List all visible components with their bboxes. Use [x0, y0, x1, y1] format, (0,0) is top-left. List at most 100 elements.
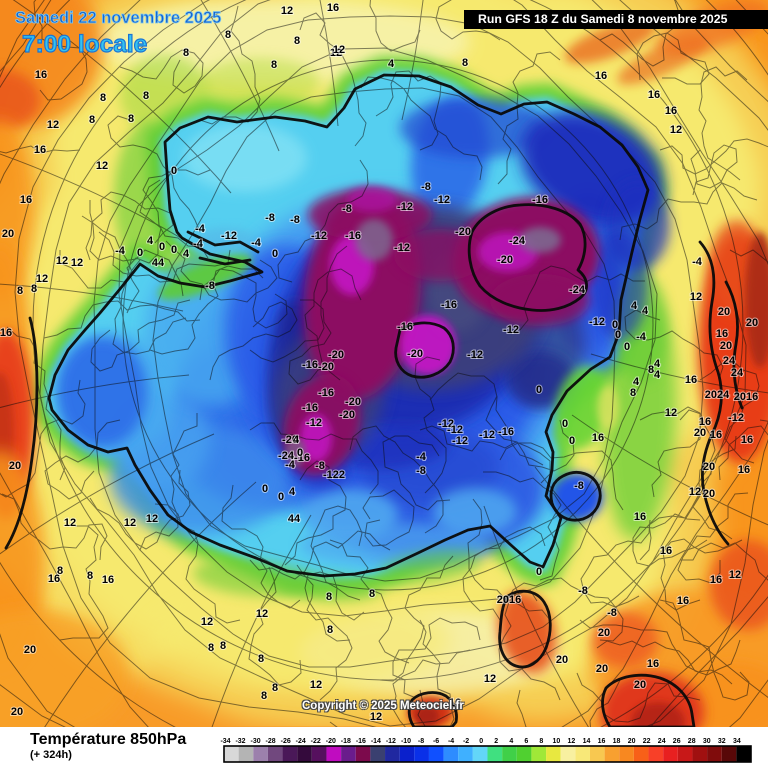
svg-text:2024: 2024 — [705, 389, 730, 401]
svg-text:-8: -8 — [342, 203, 352, 215]
svg-text:-12: -12 — [311, 230, 327, 242]
svg-text:-12: -12 — [438, 418, 454, 430]
svg-text:16: 16 — [48, 573, 60, 585]
svg-text:-8: -8 — [578, 585, 588, 597]
svg-text:8: 8 — [143, 90, 149, 102]
svg-text:-24: -24 — [509, 235, 526, 247]
svg-text:8: 8 — [462, 57, 468, 69]
svg-text:8: 8 — [128, 113, 134, 125]
svg-text:8: 8 — [271, 59, 277, 71]
svg-text:-20: -20 — [339, 409, 355, 421]
svg-text:20: 20 — [2, 228, 14, 240]
svg-text:-18: -18 — [341, 738, 351, 745]
svg-text:8: 8 — [57, 565, 63, 577]
svg-text:22: 22 — [643, 738, 651, 745]
svg-text:16: 16 — [665, 105, 677, 117]
svg-text:-4: -4 — [193, 238, 204, 250]
svg-text:4: 4 — [293, 434, 300, 446]
svg-text:20: 20 — [746, 317, 758, 329]
svg-text:8: 8 — [648, 364, 654, 376]
svg-text:0: 0 — [159, 241, 165, 253]
svg-text:-24: -24 — [296, 738, 306, 745]
svg-text:-20: -20 — [455, 226, 471, 238]
svg-text:16: 16 — [20, 194, 32, 206]
svg-text:8: 8 — [630, 387, 636, 399]
svg-text:-16: -16 — [345, 230, 361, 242]
svg-text:20: 20 — [598, 627, 610, 639]
svg-text:6: 6 — [524, 738, 528, 745]
svg-text:-16: -16 — [302, 402, 318, 414]
svg-text:4: 4 — [642, 305, 649, 317]
svg-text:-10: -10 — [401, 738, 411, 745]
svg-text:20: 20 — [634, 679, 646, 691]
svg-text:8: 8 — [326, 591, 332, 603]
svg-text:4: 4 — [183, 248, 190, 260]
svg-text:8: 8 — [539, 738, 543, 745]
svg-text:-8: -8 — [607, 607, 617, 619]
svg-text:12: 12 — [256, 608, 268, 620]
svg-text:12: 12 — [310, 679, 322, 691]
svg-text:8: 8 — [220, 640, 226, 652]
svg-text:0: 0 — [536, 566, 542, 578]
svg-text:-20: -20 — [497, 254, 513, 266]
svg-text:20: 20 — [9, 460, 21, 472]
svg-text:8: 8 — [272, 682, 278, 694]
svg-text:12: 12 — [36, 273, 48, 285]
svg-text:20: 20 — [703, 488, 715, 500]
svg-text:-24: -24 — [569, 284, 586, 296]
svg-text:8: 8 — [294, 35, 300, 47]
svg-text:2016: 2016 — [734, 391, 758, 403]
svg-text:4: 4 — [388, 58, 395, 70]
svg-text:12: 12 — [689, 486, 701, 498]
svg-text:-12: -12 — [434, 194, 450, 206]
svg-text:20: 20 — [556, 654, 568, 666]
svg-text:-8: -8 — [574, 480, 584, 492]
svg-text:-4: -4 — [115, 245, 126, 257]
svg-text:-122: -122 — [323, 469, 345, 481]
svg-text:12: 12 — [64, 517, 76, 529]
svg-text:20: 20 — [703, 461, 715, 473]
svg-text:-24: -24 — [278, 450, 295, 462]
svg-text:20: 20 — [628, 738, 636, 745]
svg-text:8: 8 — [327, 624, 333, 636]
svg-text:16: 16 — [634, 511, 646, 523]
svg-text:0: 0 — [262, 483, 268, 495]
svg-text:-16: -16 — [302, 359, 318, 371]
svg-text:12: 12 — [146, 513, 158, 525]
svg-text:12: 12 — [330, 47, 342, 59]
svg-text:16: 16 — [648, 89, 660, 101]
svg-text:20: 20 — [596, 663, 608, 675]
svg-text:12: 12 — [568, 738, 576, 745]
svg-text:12: 12 — [729, 569, 741, 581]
svg-text:16: 16 — [598, 738, 606, 745]
svg-text:-12: -12 — [589, 316, 605, 328]
svg-text:24: 24 — [723, 355, 736, 367]
svg-text:0: 0 — [479, 738, 483, 745]
svg-text:-4: -4 — [285, 459, 296, 471]
svg-text:-12: -12 — [221, 230, 237, 242]
svg-text:16: 16 — [716, 328, 728, 340]
svg-text:-16: -16 — [294, 452, 310, 464]
svg-text:-8: -8 — [418, 738, 424, 745]
svg-text:4: 4 — [289, 486, 296, 498]
svg-text:24: 24 — [658, 738, 666, 745]
svg-text:-28: -28 — [266, 738, 276, 745]
svg-text:12: 12 — [484, 673, 496, 685]
svg-text:-12: -12 — [394, 242, 410, 254]
svg-text:-20: -20 — [345, 396, 361, 408]
svg-text:-20: -20 — [326, 738, 336, 745]
svg-text:16: 16 — [647, 658, 659, 670]
svg-text:16: 16 — [677, 595, 689, 607]
svg-text:16: 16 — [449, 697, 461, 709]
svg-text:-4: -4 — [416, 451, 427, 463]
svg-text:-30: -30 — [251, 738, 261, 745]
svg-text:18: 18 — [613, 738, 621, 745]
svg-text:0: 0 — [171, 244, 177, 256]
svg-text:-12: -12 — [728, 412, 744, 424]
svg-text:8: 8 — [369, 588, 375, 600]
svg-text:12: 12 — [56, 255, 68, 267]
svg-text:-20: -20 — [318, 361, 334, 373]
svg-text:16: 16 — [327, 2, 339, 14]
svg-text:8: 8 — [183, 47, 189, 59]
svg-text:-12: -12 — [397, 201, 413, 213]
